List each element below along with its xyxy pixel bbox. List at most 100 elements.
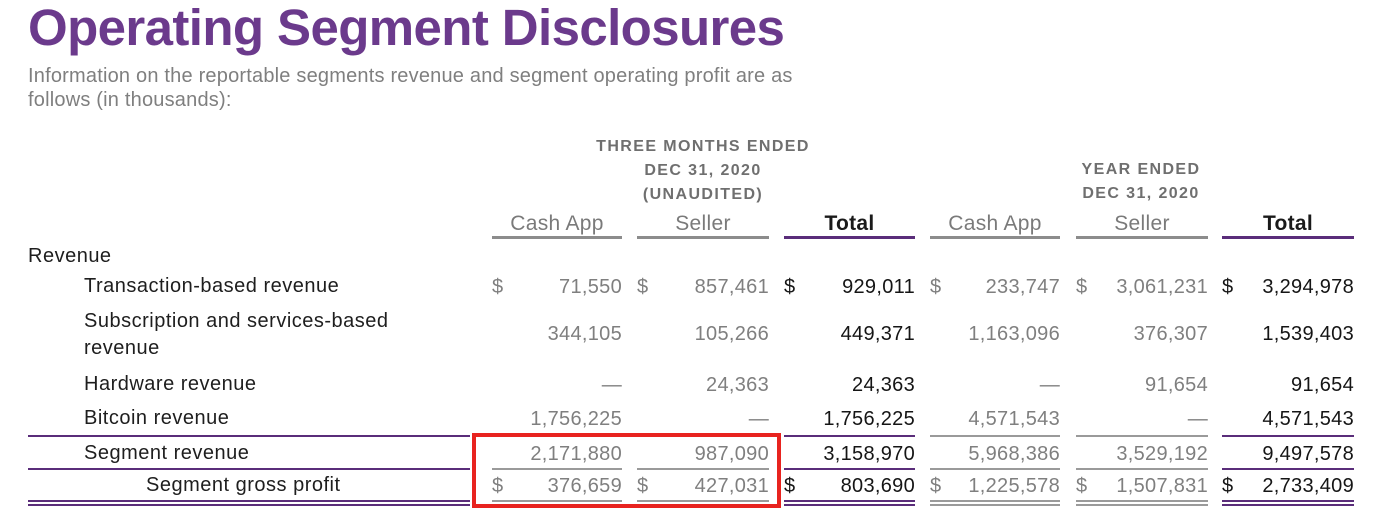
row-label-subscription-line1: Subscription and services-based	[84, 310, 389, 332]
currency-symbol: $	[784, 276, 796, 298]
row-label-transaction: Transaction-based revenue	[84, 275, 340, 297]
row-label-segment-gross-profit: Segment gross profit	[146, 474, 341, 496]
rule-col-seller-y-d	[1076, 504, 1208, 506]
row-label-bitcoin: Bitcoin revenue	[84, 407, 230, 429]
col-header-cash-app-y: Cash App	[930, 212, 1060, 239]
cell-value: 449,371	[840, 323, 915, 345]
cell-subscription-seller-y: 376,307	[1076, 320, 1208, 348]
rule-col-seller-q-b	[637, 468, 769, 470]
cell-segment-revenue-total-y: 9,497,578	[1222, 440, 1354, 468]
rule-col-seller-q-c	[637, 500, 769, 502]
currency-symbol: $	[492, 475, 504, 497]
cell-subscription-cash-app-y: 1,163,096	[930, 320, 1060, 348]
rule-segment-revenue-top	[28, 435, 470, 437]
cell-value: 803,690	[840, 475, 915, 497]
cell-transaction-cash-app-q: $71,550	[492, 273, 622, 301]
cell-value: 2,171,880	[530, 443, 622, 465]
currency-symbol: $	[1222, 475, 1234, 497]
cell-segment-revenue-cash-app-q: 2,171,880	[492, 440, 622, 468]
currency-symbol: $	[1222, 276, 1234, 298]
three-months-header-line2: DEC 31, 2020	[644, 162, 762, 179]
cell-value: 3,294,978	[1262, 276, 1354, 298]
rule-col-cash-app-q-b	[492, 468, 622, 470]
cell-value: 2,733,409	[1262, 475, 1354, 497]
year-ended-header-line2: DEC 31, 2020	[1082, 185, 1200, 202]
rule-col-seller-y-c	[1076, 500, 1208, 502]
highlight-box	[472, 433, 781, 508]
cell-hardware-seller-q: 24,363	[637, 371, 769, 399]
rule-col-total-y-b	[1222, 468, 1354, 470]
cell-value: 1,163,096	[968, 323, 1060, 345]
cell-transaction-seller-q: $857,461	[637, 273, 769, 301]
section-label-revenue: Revenue	[28, 245, 112, 267]
rule-col-total-y-d	[1222, 504, 1354, 506]
cell-value: 987,090	[694, 443, 769, 465]
rule-col-total-q-d	[784, 504, 915, 506]
rule-segment-revenue-bottom	[28, 468, 470, 470]
col-header-seller-q: Seller	[637, 212, 769, 239]
col-header-total-y: Total	[1222, 212, 1354, 239]
col-header-cash-app-q: Cash App	[492, 212, 622, 239]
cell-value: 91,654	[1145, 374, 1208, 396]
cell-value: 9,497,578	[1262, 443, 1354, 465]
rule-col-cash-app-y-d	[930, 504, 1060, 506]
row-label-segment-revenue: Segment revenue	[84, 442, 250, 464]
cell-value: 4,571,543	[1262, 408, 1354, 430]
rule-gross-profit-double-2	[28, 504, 470, 506]
cell-bitcoin-cash-app-y: 4,571,543	[930, 405, 1060, 433]
currency-symbol: $	[1076, 475, 1088, 497]
cell-value: —	[1187, 408, 1208, 430]
cell-hardware-total-y: 91,654	[1222, 371, 1354, 399]
cell-transaction-seller-y: $3,061,231	[1076, 273, 1208, 301]
currency-symbol: $	[637, 276, 649, 298]
cell-value: 5,968,386	[968, 443, 1060, 465]
cell-bitcoin-cash-app-q: 1,756,225	[492, 405, 622, 433]
cell-value: 1,539,403	[1262, 323, 1354, 345]
cell-segment-revenue-cash-app-y: 5,968,386	[930, 440, 1060, 468]
cell-value: 24,363	[706, 374, 769, 396]
cell-value: 3,529,192	[1116, 443, 1208, 465]
cell-hardware-seller-y: 91,654	[1076, 371, 1208, 399]
cell-segment-revenue-seller-y: 3,529,192	[1076, 440, 1208, 468]
cell-subscription-total-q: 449,371	[784, 320, 915, 348]
cell-value: 3,061,231	[1116, 276, 1208, 298]
cell-bitcoin-seller-y: —	[1076, 405, 1208, 433]
col-header-total-q: Total	[784, 212, 915, 239]
cell-value: 24,363	[852, 374, 915, 396]
cell-segment-revenue-seller-q: 987,090	[637, 440, 769, 468]
cell-transaction-total-q: $929,011	[784, 273, 915, 301]
cell-segment-gross-profit-total-q: $803,690	[784, 472, 915, 500]
cell-value: —	[1039, 374, 1060, 396]
rule-col-total-q-a	[784, 435, 915, 437]
cell-value: 1,507,831	[1116, 475, 1208, 497]
cell-hardware-cash-app-y: —	[930, 371, 1060, 399]
cell-value: 857,461	[694, 276, 769, 298]
cell-value: 376,659	[547, 475, 622, 497]
cell-value: 71,550	[559, 276, 622, 298]
year-ended-header-line1: YEAR ENDED	[1081, 161, 1201, 178]
currency-symbol: $	[637, 475, 649, 497]
cell-value: 1,756,225	[823, 408, 915, 430]
cell-value: 3,158,970	[823, 443, 915, 465]
cell-subscription-cash-app-q: 344,105	[492, 320, 622, 348]
rule-col-seller-y-a	[1076, 435, 1208, 437]
rule-col-cash-app-y-c	[930, 500, 1060, 502]
cell-hardware-cash-app-q: —	[492, 371, 622, 399]
three-months-header-line3: (UNAUDITED)	[642, 186, 764, 203]
cell-subscription-seller-q: 105,266	[637, 320, 769, 348]
rule-col-total-y-c	[1222, 500, 1354, 502]
cell-value: 1,756,225	[530, 408, 622, 430]
cell-value: 1,225,578	[968, 475, 1060, 497]
cell-value: 427,031	[694, 475, 769, 497]
cell-segment-gross-profit-total-y: $2,733,409	[1222, 472, 1354, 500]
cell-value: 929,011	[842, 276, 915, 298]
currency-symbol: $	[492, 276, 504, 298]
cell-hardware-total-q: 24,363	[784, 371, 915, 399]
cell-transaction-cash-app-y: $233,747	[930, 273, 1060, 301]
rule-col-cash-app-q-c	[492, 500, 622, 502]
cell-bitcoin-seller-q: —	[637, 405, 769, 433]
cell-subscription-total-y: 1,539,403	[1222, 320, 1354, 348]
cell-transaction-total-y: $3,294,978	[1222, 273, 1354, 301]
currency-symbol: $	[930, 276, 942, 298]
cell-value: —	[748, 408, 769, 430]
